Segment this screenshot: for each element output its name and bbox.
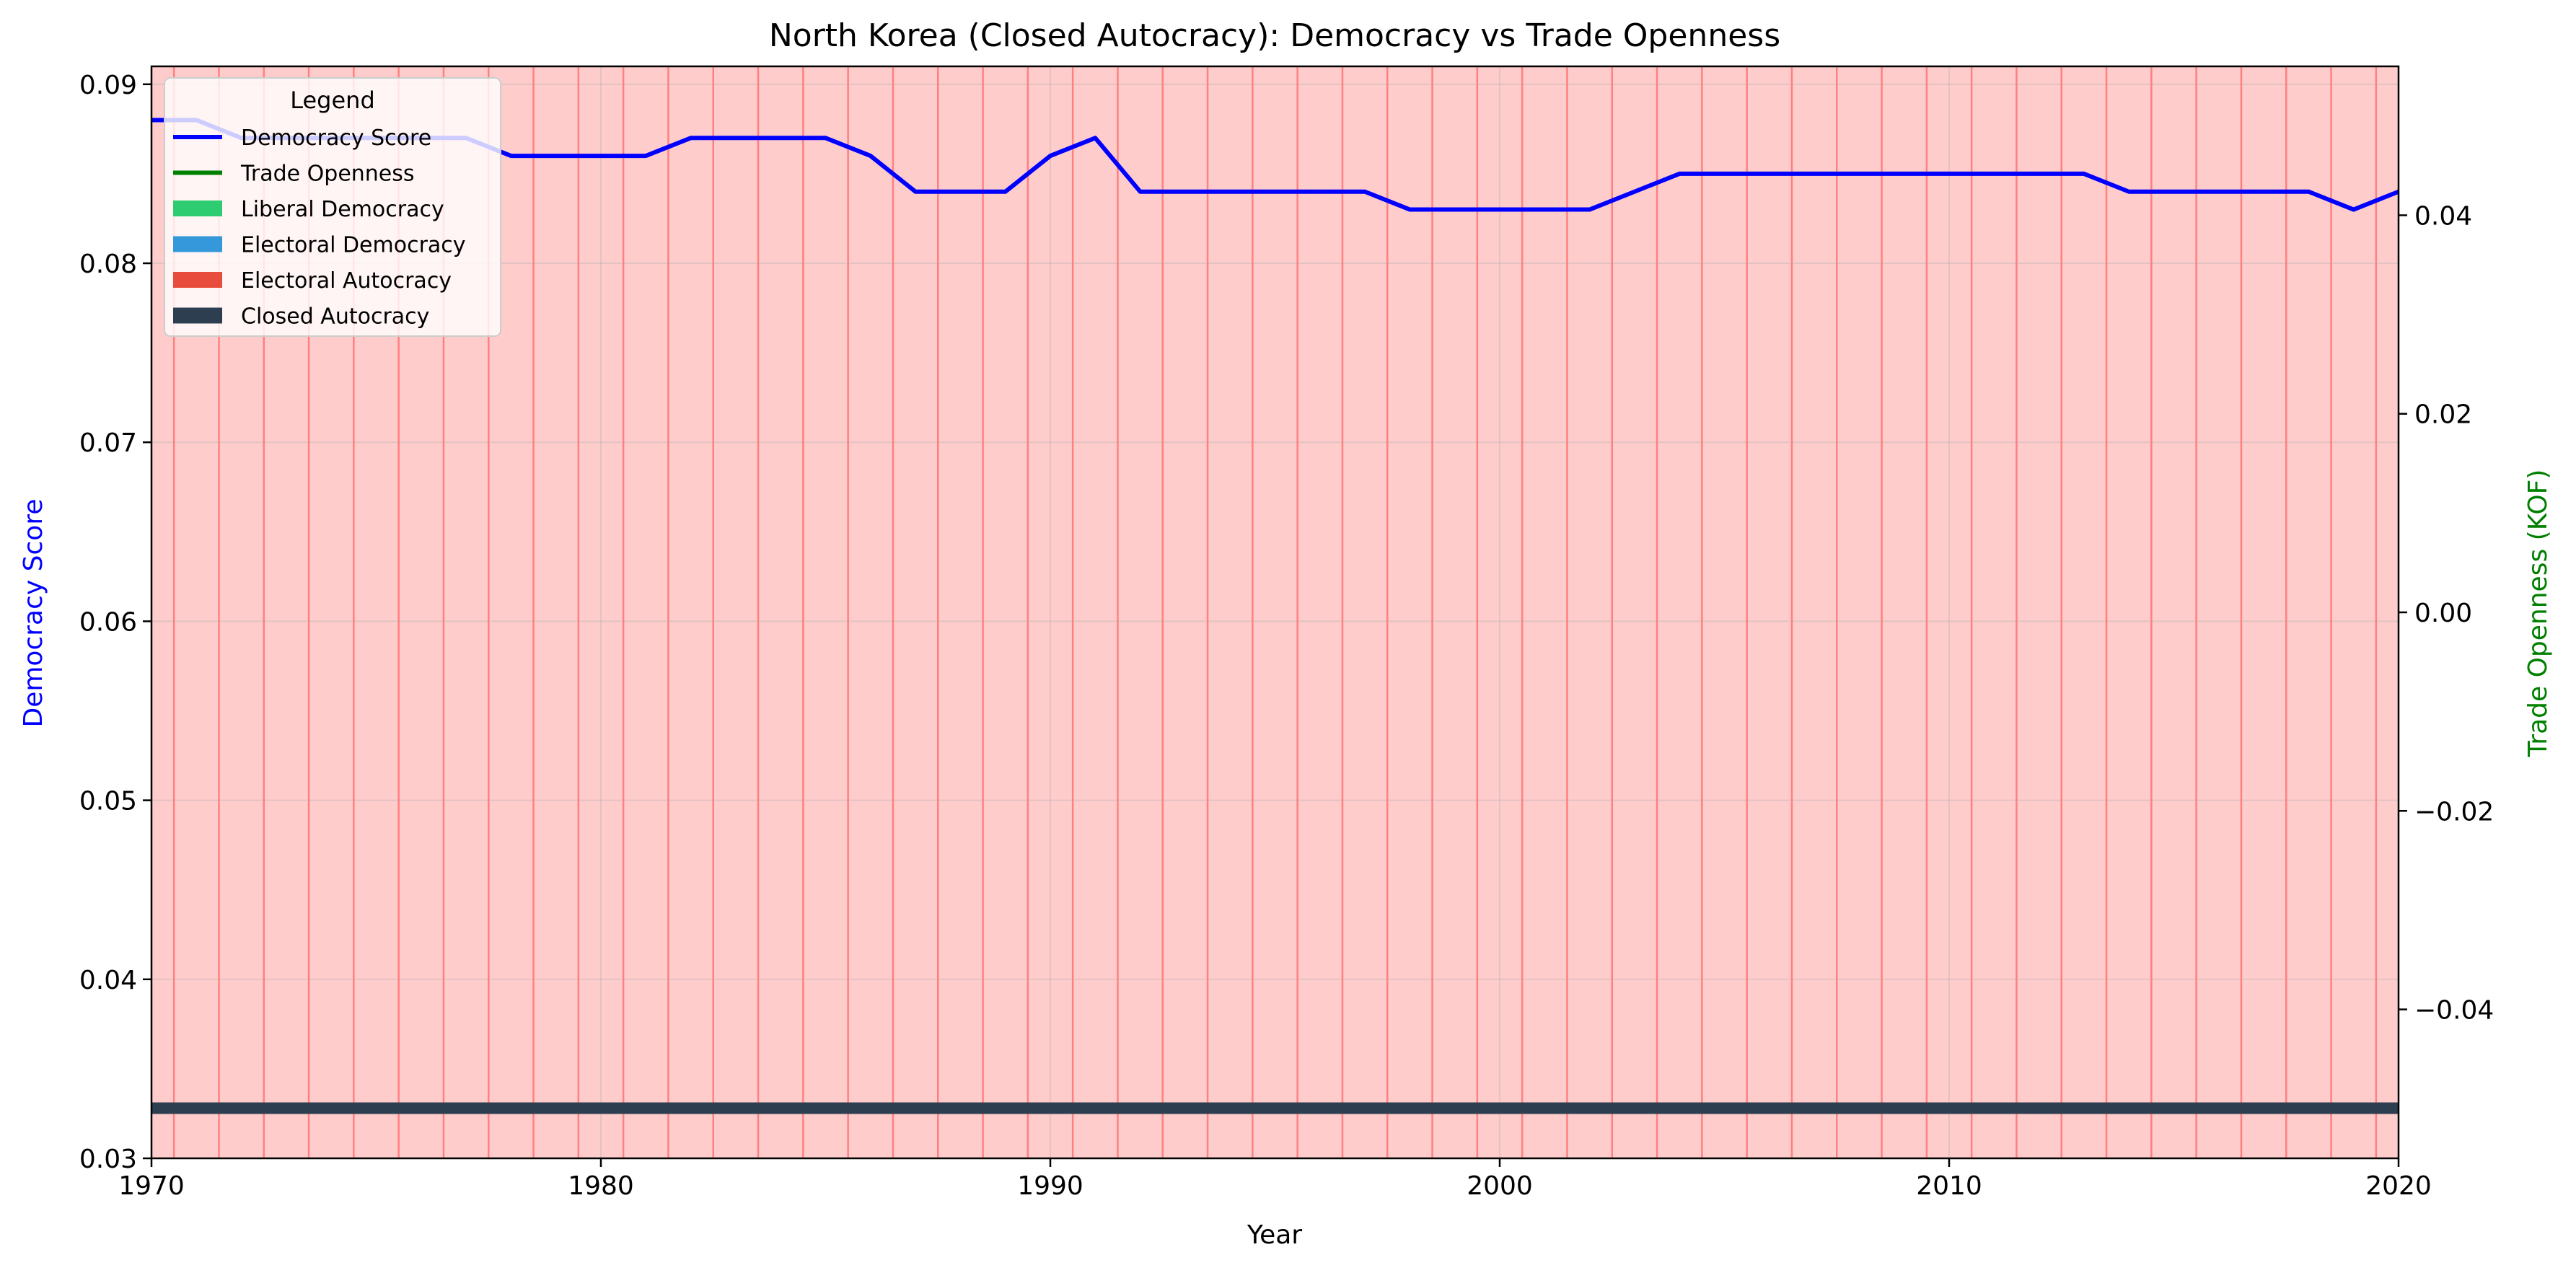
regime-shading — [151, 66, 2399, 1158]
legend: Legend Democracy Score Trade Openness Liber… — [164, 77, 501, 337]
x-tick-label: 2020 — [2365, 1171, 2432, 1201]
legend-entry-label: Democracy Score — [241, 125, 431, 151]
y2-tick-label: 0.04 — [2414, 201, 2472, 231]
y-tick-label: 0.07 — [79, 428, 137, 458]
legend-swatch-patch — [173, 272, 222, 288]
data-point — [1319, 191, 1321, 193]
y2-tick-label: −0.04 — [2414, 996, 2494, 1026]
legend-title: Legend — [290, 87, 375, 114]
data-point — [1050, 155, 1051, 157]
x-tick-label: 1990 — [1017, 1171, 1083, 1201]
data-point — [2218, 191, 2220, 193]
data-point — [1634, 191, 1635, 193]
y-tick-label: 0.08 — [79, 250, 137, 279]
x-axis: 1970 1980 1990 2000 2010 2020 — [118, 1158, 2432, 1201]
data-point — [1229, 191, 1231, 193]
y2-tick-label: 0.00 — [2414, 599, 2472, 628]
data-point — [870, 155, 871, 157]
legend-swatch-patch — [173, 201, 222, 216]
legend-entry-label: Trade Openness — [240, 162, 415, 187]
x-tick-label: 1970 — [118, 1171, 185, 1201]
data-point — [1005, 191, 1006, 193]
data-point — [2173, 191, 2174, 193]
regime-year-lines — [172, 66, 2378, 1158]
plot-background — [151, 66, 2399, 1158]
y-tick-label: 0.05 — [79, 787, 137, 816]
legend-swatch-patch — [173, 307, 222, 324]
data-point — [1364, 191, 1366, 193]
x-tick-label: 1980 — [568, 1171, 634, 1201]
data-point — [1993, 173, 1995, 175]
data-point — [1858, 173, 1860, 175]
data-point — [1454, 209, 1456, 211]
data-point — [915, 191, 916, 193]
legend-entry-label: Closed Autocracy — [241, 304, 429, 330]
data-point — [1814, 173, 1815, 175]
x-tick-label: 2000 — [1467, 1171, 1533, 1201]
data-point — [1544, 209, 1545, 211]
data-point — [2353, 209, 2355, 211]
legend-box — [164, 77, 501, 337]
chart-title: North Korea (Closed Autocracy): Democrac… — [769, 17, 1780, 54]
legend-entry-label: Liberal Democracy — [241, 197, 444, 222]
data-point — [1184, 191, 1186, 193]
x-axis-label: Year — [1247, 1220, 1302, 1250]
data-point — [1724, 173, 1725, 175]
y2-tick-label: 0.02 — [2414, 400, 2472, 430]
data-point — [1769, 173, 1770, 175]
data-point — [2308, 191, 2309, 193]
y-axis-left: 0.03 0.04 0.05 0.06 0.07 0.08 0.09 — [79, 71, 151, 1174]
y2-tick-label: −0.02 — [2414, 797, 2494, 827]
legend-entry-label: Electoral Autocracy — [241, 268, 452, 294]
data-point — [600, 155, 602, 157]
y-axis-label: Democracy Score — [19, 499, 48, 728]
y-axis-right: −0.04 −0.02 0.00 0.02 0.04 — [2399, 201, 2494, 1026]
data-point — [1589, 209, 1591, 211]
y-tick-label: 0.03 — [79, 1145, 137, 1174]
legend-entry-label: Electoral Democracy — [241, 233, 466, 258]
y2-axis-label: Trade Openness (KOF) — [2523, 470, 2553, 758]
data-point — [1679, 173, 1680, 175]
data-point — [1948, 173, 1950, 175]
data-point — [555, 155, 557, 157]
x-tick-label: 2010 — [1916, 1171, 1982, 1201]
data-point — [959, 191, 961, 193]
y-tick-label: 0.06 — [79, 607, 137, 637]
y-tick-label: 0.09 — [79, 71, 137, 100]
y-tick-label: 0.04 — [79, 966, 137, 995]
legend-swatch-patch — [173, 236, 222, 252]
data-point — [2083, 173, 2085, 175]
